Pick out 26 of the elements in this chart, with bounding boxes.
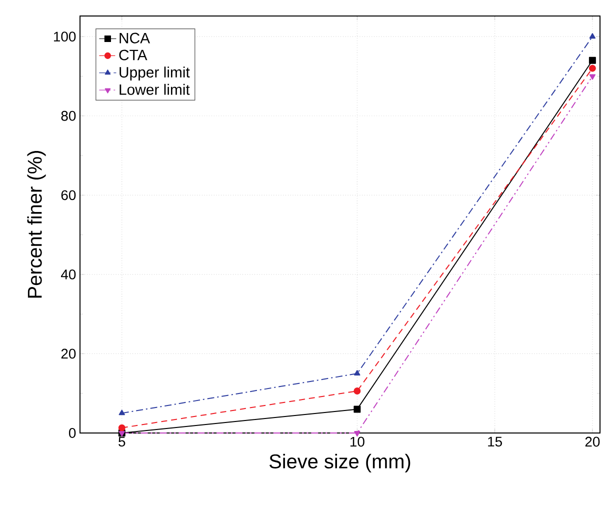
point [354,387,361,394]
point [589,33,596,39]
y-tick-label: 80 [61,110,76,121]
point [118,410,125,416]
legend-label: CTA [119,50,148,60]
x-axis-title: Sieve size (mm) [270,454,410,472]
x-tick-label: 20 [585,436,600,447]
legend-label: Upper limit [120,66,190,81]
point [588,56,596,64]
legend-label: NCA [120,32,150,44]
y-tick-label: 60 [61,190,76,200]
point [354,431,360,436]
point [118,424,126,432]
point [354,370,360,376]
point [354,406,361,413]
y-tick-label: 40 [60,269,76,280]
point [588,64,596,72]
y-axis-title: Percent finer (%) [27,151,46,298]
x-tick-label: 15 [488,436,502,447]
x-tick-label: 10 [350,436,364,447]
y-tick-label: 100 [54,32,76,42]
y-tick-label: 20 [61,348,76,359]
y-tick-label: 0 [68,428,76,438]
point [589,74,596,80]
legend-label: Lower limit [120,84,190,95]
x-tick-label: 5 [118,436,126,447]
